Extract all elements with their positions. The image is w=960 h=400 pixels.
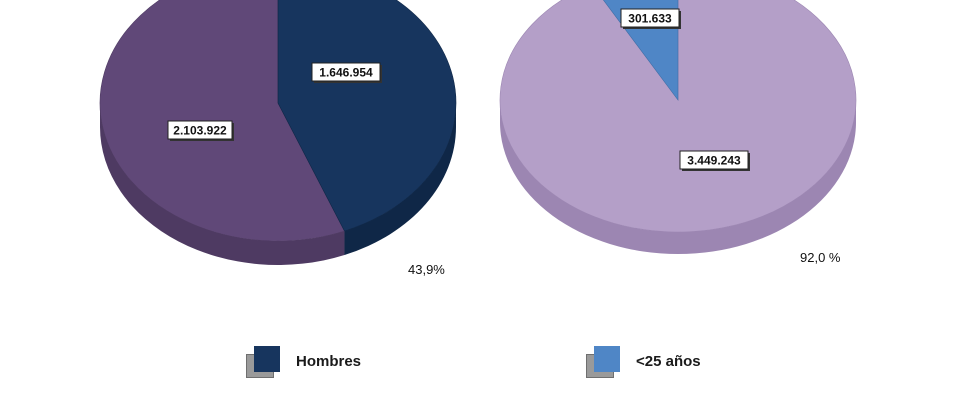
legend-swatch-icon: [246, 346, 282, 378]
pie-1-side-1: [344, 103, 456, 256]
pie-2-value-label-1: 301.633: [620, 8, 681, 29]
pie-1-value-text-1: 1.646.954: [319, 66, 373, 80]
pie-2-side-0: [500, 100, 856, 254]
pie-2-slice-0: [499, 0, 857, 233]
legend-swatch-hombres: [254, 346, 280, 372]
pie-2-value-label-0: 3.449.243: [679, 150, 750, 171]
pie-1: 2.103.922 1.646.954: [99, 0, 457, 265]
pie-1-percent-label: 43,9%: [408, 262, 445, 277]
pie-1-value-text-0: 2.103.922: [173, 124, 227, 138]
legend-swatch-menores-25: [594, 346, 620, 372]
legend-swatch-icon: [586, 346, 622, 378]
legend-label-menores-25: <25 años: [636, 352, 701, 370]
legend-item-hombres: Hombres: [246, 346, 362, 378]
pie-2-value-text-1: 301.633: [628, 12, 672, 26]
pie-1-slice-1: [277, 0, 457, 232]
pie-1-value-label-0: 2.103.922: [167, 120, 234, 141]
pie-1-value-label-1: 1.646.954: [311, 62, 382, 83]
pie-1-side-0: [100, 103, 345, 265]
legend-label-hombres: Hombres: [296, 352, 362, 370]
legend-item-menores-25: <25 años: [586, 346, 701, 378]
pie-2-value-text-0: 3.449.243: [687, 154, 741, 168]
pie-2-percent-label: 92,0 %: [800, 250, 841, 265]
pie-1-slice-0: [99, 0, 345, 242]
pie-2: 3.449.243 301.633: [499, 0, 857, 254]
